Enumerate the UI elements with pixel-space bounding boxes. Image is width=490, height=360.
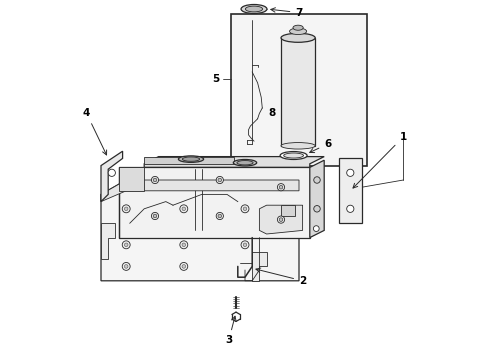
Circle shape xyxy=(279,185,283,189)
Polygon shape xyxy=(252,252,267,281)
Circle shape xyxy=(218,214,221,218)
Text: 6: 6 xyxy=(310,139,331,153)
Ellipse shape xyxy=(182,157,199,161)
Circle shape xyxy=(124,207,128,211)
Circle shape xyxy=(347,205,354,212)
Circle shape xyxy=(124,265,128,268)
Circle shape xyxy=(277,216,285,223)
Circle shape xyxy=(314,226,319,231)
Ellipse shape xyxy=(233,159,257,166)
Ellipse shape xyxy=(237,161,253,165)
Circle shape xyxy=(151,176,159,184)
Ellipse shape xyxy=(281,143,315,149)
Text: 4: 4 xyxy=(83,108,107,155)
Ellipse shape xyxy=(284,153,303,158)
Bar xyxy=(281,38,315,146)
Circle shape xyxy=(347,169,354,176)
Circle shape xyxy=(122,205,130,213)
Polygon shape xyxy=(101,180,299,281)
Polygon shape xyxy=(310,160,324,238)
Circle shape xyxy=(122,262,130,270)
Ellipse shape xyxy=(293,25,303,30)
Circle shape xyxy=(241,205,249,213)
Circle shape xyxy=(314,206,320,212)
Bar xyxy=(339,158,362,223)
Circle shape xyxy=(122,241,130,249)
Circle shape xyxy=(218,178,221,182)
Bar xyxy=(281,205,295,216)
Circle shape xyxy=(243,243,247,247)
Circle shape xyxy=(216,176,223,184)
Text: 1: 1 xyxy=(353,132,407,188)
Ellipse shape xyxy=(281,33,315,42)
Text: 3: 3 xyxy=(225,316,236,345)
Circle shape xyxy=(182,207,186,211)
Ellipse shape xyxy=(178,156,204,162)
Polygon shape xyxy=(101,223,116,259)
Ellipse shape xyxy=(245,6,263,12)
Circle shape xyxy=(277,184,285,191)
Circle shape xyxy=(279,218,283,221)
Circle shape xyxy=(243,207,247,211)
Ellipse shape xyxy=(280,152,307,159)
Text: 8: 8 xyxy=(269,108,275,118)
Circle shape xyxy=(151,212,159,220)
Polygon shape xyxy=(259,205,303,234)
Text: 2: 2 xyxy=(256,268,306,286)
Circle shape xyxy=(180,262,188,270)
Circle shape xyxy=(241,241,249,249)
Polygon shape xyxy=(144,157,234,164)
Polygon shape xyxy=(101,180,299,202)
Bar xyxy=(231,14,368,166)
Circle shape xyxy=(216,212,223,220)
Polygon shape xyxy=(119,167,144,191)
Ellipse shape xyxy=(241,5,267,14)
Text: 7: 7 xyxy=(271,8,303,18)
Polygon shape xyxy=(144,157,324,167)
Circle shape xyxy=(153,178,157,182)
Circle shape xyxy=(108,169,116,176)
Circle shape xyxy=(180,241,188,249)
Circle shape xyxy=(182,243,186,247)
Ellipse shape xyxy=(290,28,307,35)
Circle shape xyxy=(153,214,157,218)
Polygon shape xyxy=(101,151,122,202)
Circle shape xyxy=(182,265,186,268)
Circle shape xyxy=(124,243,128,247)
Text: 5: 5 xyxy=(213,74,220,84)
Circle shape xyxy=(180,205,188,213)
Polygon shape xyxy=(119,167,310,238)
Circle shape xyxy=(314,177,320,183)
